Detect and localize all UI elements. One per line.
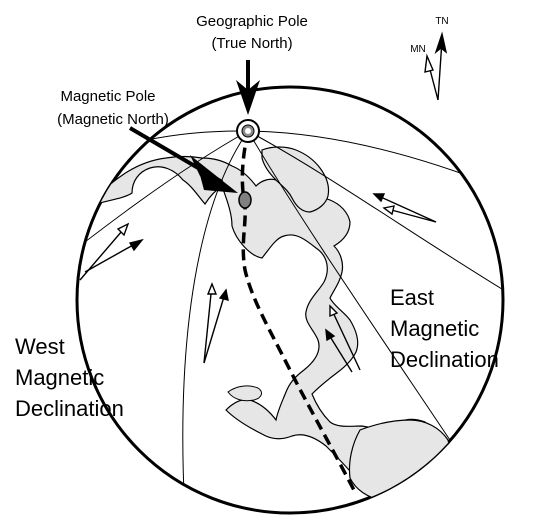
true-north-label: (True North): [211, 35, 292, 52]
magnetic-north-label: (Magnetic North): [57, 111, 169, 128]
west-declination-label-line3: Declination: [15, 396, 124, 421]
east-declination-label-line1: East: [390, 285, 434, 310]
geographic-pole-label: Geographic Pole: [196, 13, 308, 30]
caribbean-island: [227, 385, 262, 402]
west-declination-label-line1: West: [15, 334, 65, 359]
east-declination-label-line3: Declination: [390, 347, 499, 372]
greenland: [261, 146, 330, 213]
tn-label: TN: [435, 16, 448, 27]
compass-needles-west-upper: [79, 222, 144, 281]
compass-needles-west-mid: [203, 282, 229, 364]
compass-needles-east-upper: [372, 193, 437, 223]
south-america: [348, 419, 450, 501]
magnetic-pole-marker: [238, 191, 252, 209]
magnetic-pole-arrow: [128, 126, 238, 193]
agonic-line: [240, 130, 357, 493]
geographic-pole-marker: [236, 119, 260, 143]
mn-label: MN: [410, 44, 426, 55]
geographic-pole-arrow: [236, 60, 260, 115]
east-declination-label-line2: Magnetic: [390, 316, 479, 341]
west-declination-label-line2: Magnetic: [15, 365, 104, 390]
magnetic-pole-label: Magnetic Pole: [60, 88, 155, 105]
legend-compass: [424, 31, 448, 101]
compass-needles-east-mid: [325, 304, 361, 373]
mn-arrow-icon: [424, 53, 434, 73]
tn-arrow-icon: [434, 31, 448, 55]
